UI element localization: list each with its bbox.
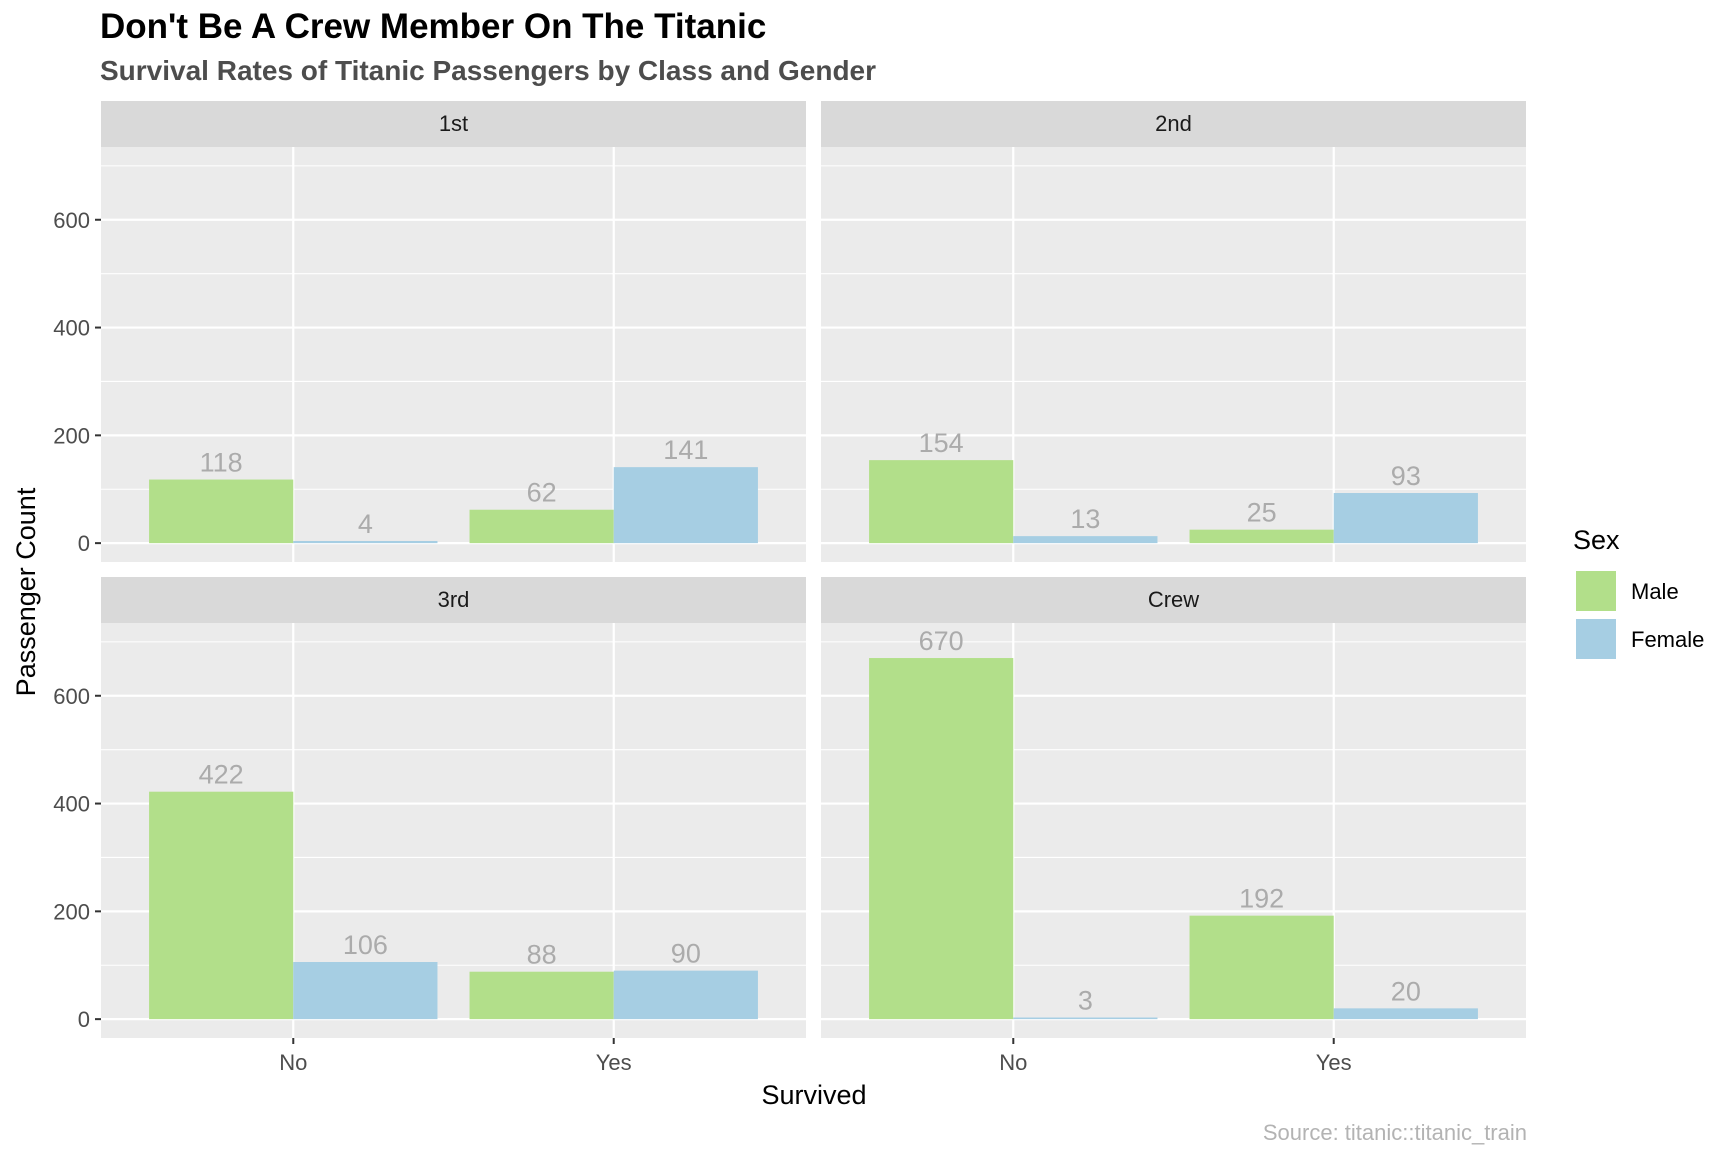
facet-1st: 1st 118 62 4 141 <box>101 101 806 562</box>
y-tick-label: 400 <box>53 792 90 817</box>
bar-male-yes <box>469 509 614 544</box>
facet-2nd: 2nd 154 25 13 93 <box>821 101 1526 562</box>
data-label: 3 <box>1078 986 1093 1016</box>
facet-strip-label: 3rd <box>438 587 470 612</box>
chart-subtitle: Survival Rates of Titanic Passengers by … <box>100 55 876 86</box>
y-tick-label: 200 <box>53 899 90 924</box>
y-tick-label: 200 <box>53 423 90 448</box>
facet-strip <box>101 577 806 623</box>
bar-male-yes <box>1189 529 1334 544</box>
data-label: 93 <box>1391 461 1421 491</box>
facet-crew: Crew 670 192 3 20 <box>821 577 1526 1038</box>
bar-female-yes <box>613 970 758 1020</box>
facet-3rd: 3rd 422 88 106 90 <box>101 577 806 1038</box>
legend-entries: Male Female <box>1574 569 1704 661</box>
legend-label-female: Female <box>1631 627 1704 652</box>
chart-title: Don't Be A Crew Member On The Titanic <box>100 7 766 46</box>
bar-male-yes <box>1189 915 1334 1020</box>
data-label: 62 <box>527 478 557 508</box>
caption: Source: titanic::titanic_train <box>1263 1120 1527 1145</box>
x-tick-label: Yes <box>596 1050 632 1075</box>
bar-female-yes <box>1333 1008 1478 1020</box>
facet-strip <box>821 577 1526 623</box>
x-tick-label: No <box>999 1050 1027 1075</box>
bar-female-no <box>1013 536 1158 544</box>
bar-male-no <box>149 479 294 544</box>
bar-male-no <box>149 791 294 1020</box>
data-label: 141 <box>663 435 708 465</box>
data-label: 20 <box>1391 976 1421 1006</box>
y-axes: 0 200 400 600 0 200 400 600 <box>53 208 101 1032</box>
data-label: 4 <box>358 509 373 539</box>
y-tick-label: 600 <box>53 684 90 709</box>
facet-strip-label: 2nd <box>1155 111 1192 136</box>
legend-key-female <box>1576 619 1616 659</box>
x-tick-label: No <box>279 1050 307 1075</box>
facet-strip-label: 1st <box>439 111 468 136</box>
y-tick-label: 0 <box>78 531 90 556</box>
facet-strip-label: Crew <box>1148 587 1199 612</box>
bar-male-no <box>869 658 1014 1020</box>
bar-female-no <box>1013 1017 1158 1020</box>
data-label: 422 <box>199 760 244 790</box>
bar-male-no <box>869 460 1014 544</box>
y-tick-label: 400 <box>53 316 90 341</box>
bar-female-no <box>293 540 438 544</box>
bar-female-no <box>293 962 438 1020</box>
facet-strip <box>101 101 806 147</box>
x-tick-label: Yes <box>1316 1050 1352 1075</box>
x-axis: No Yes No Yes <box>279 1038 1352 1075</box>
facet-strip <box>821 101 1526 147</box>
y-tick-label: 0 <box>78 1007 90 1032</box>
legend-key-male <box>1576 571 1616 611</box>
legend-label-male: Male <box>1631 579 1679 604</box>
bar-male-yes <box>469 971 614 1020</box>
y-axis-title: Passenger Count <box>11 487 41 696</box>
data-label: 670 <box>919 626 964 656</box>
legend: Sex Male Female <box>1573 525 1704 661</box>
data-label: 106 <box>343 930 388 960</box>
data-label: 90 <box>671 939 701 969</box>
data-label: 25 <box>1247 498 1277 528</box>
facet-panels: 1st 118 62 4 141 2nd 154 25 13 93 3rd 422 88 106 90 Cre… <box>101 101 1526 1038</box>
data-label: 154 <box>919 428 964 458</box>
bar-female-yes <box>1333 493 1478 544</box>
data-label: 13 <box>1070 504 1100 534</box>
legend-title: Sex <box>1573 525 1620 555</box>
data-label: 88 <box>527 940 557 970</box>
bar-female-yes <box>613 467 758 544</box>
x-axis-title: Survived <box>761 1080 866 1110</box>
y-tick-label: 600 <box>53 208 90 233</box>
data-label: 192 <box>1239 884 1284 914</box>
data-label: 118 <box>200 448 243 478</box>
